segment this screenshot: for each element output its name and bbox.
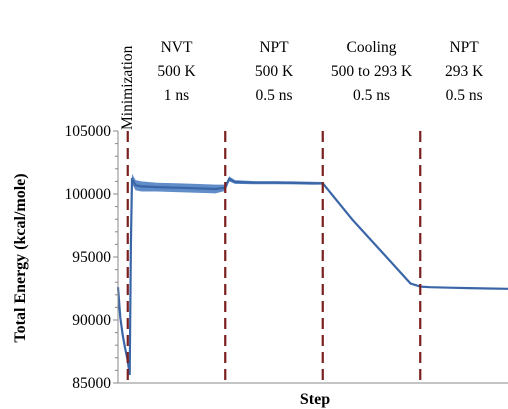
phase-label-line: 0.5 ns (446, 87, 483, 104)
phase-label-line: 0.5 ns (353, 87, 390, 104)
phase-label-line: 500 K (157, 63, 196, 80)
y-tick-label: 90000 (72, 312, 111, 329)
phase-label-line: 293 K (445, 63, 484, 80)
series-fluctuation-band (118, 173, 508, 375)
energy-series-band (118, 173, 508, 375)
y-axis-title: Total Energy (kcal/mole) (12, 173, 29, 342)
phase-boundaries (126, 131, 422, 383)
x-axis-title: Step (300, 391, 330, 408)
phase-label-line: Cooling (347, 39, 397, 56)
phase-label-line: NPT (259, 39, 289, 56)
phase-label-minimization: Minimization (119, 45, 136, 130)
energy-series (116, 177, 508, 376)
y-ticks: 85000 90000 95000 100000 105000 (65, 123, 118, 392)
y-tick-label: 85000 (72, 375, 111, 392)
y-tick-label: 100000 (65, 186, 112, 203)
phase-label-line: NVT (161, 39, 193, 56)
series-line (116, 177, 508, 376)
phase-label-line: NPT (449, 39, 479, 56)
phase-labels: Minimization NVT 500 K 1 ns NPT 500 K 0.5 ns Co… (119, 39, 484, 130)
y-tick-label: 105000 (65, 123, 112, 140)
phase-label-line: 500 K (255, 63, 294, 80)
phase-label-line: 0.5 ns (255, 87, 292, 104)
phase-label-line: 500 to 293 K (331, 63, 413, 80)
phase-label-line: 1 ns (164, 87, 189, 104)
axes (117, 131, 508, 384)
y-tick-label: 95000 (72, 249, 111, 266)
